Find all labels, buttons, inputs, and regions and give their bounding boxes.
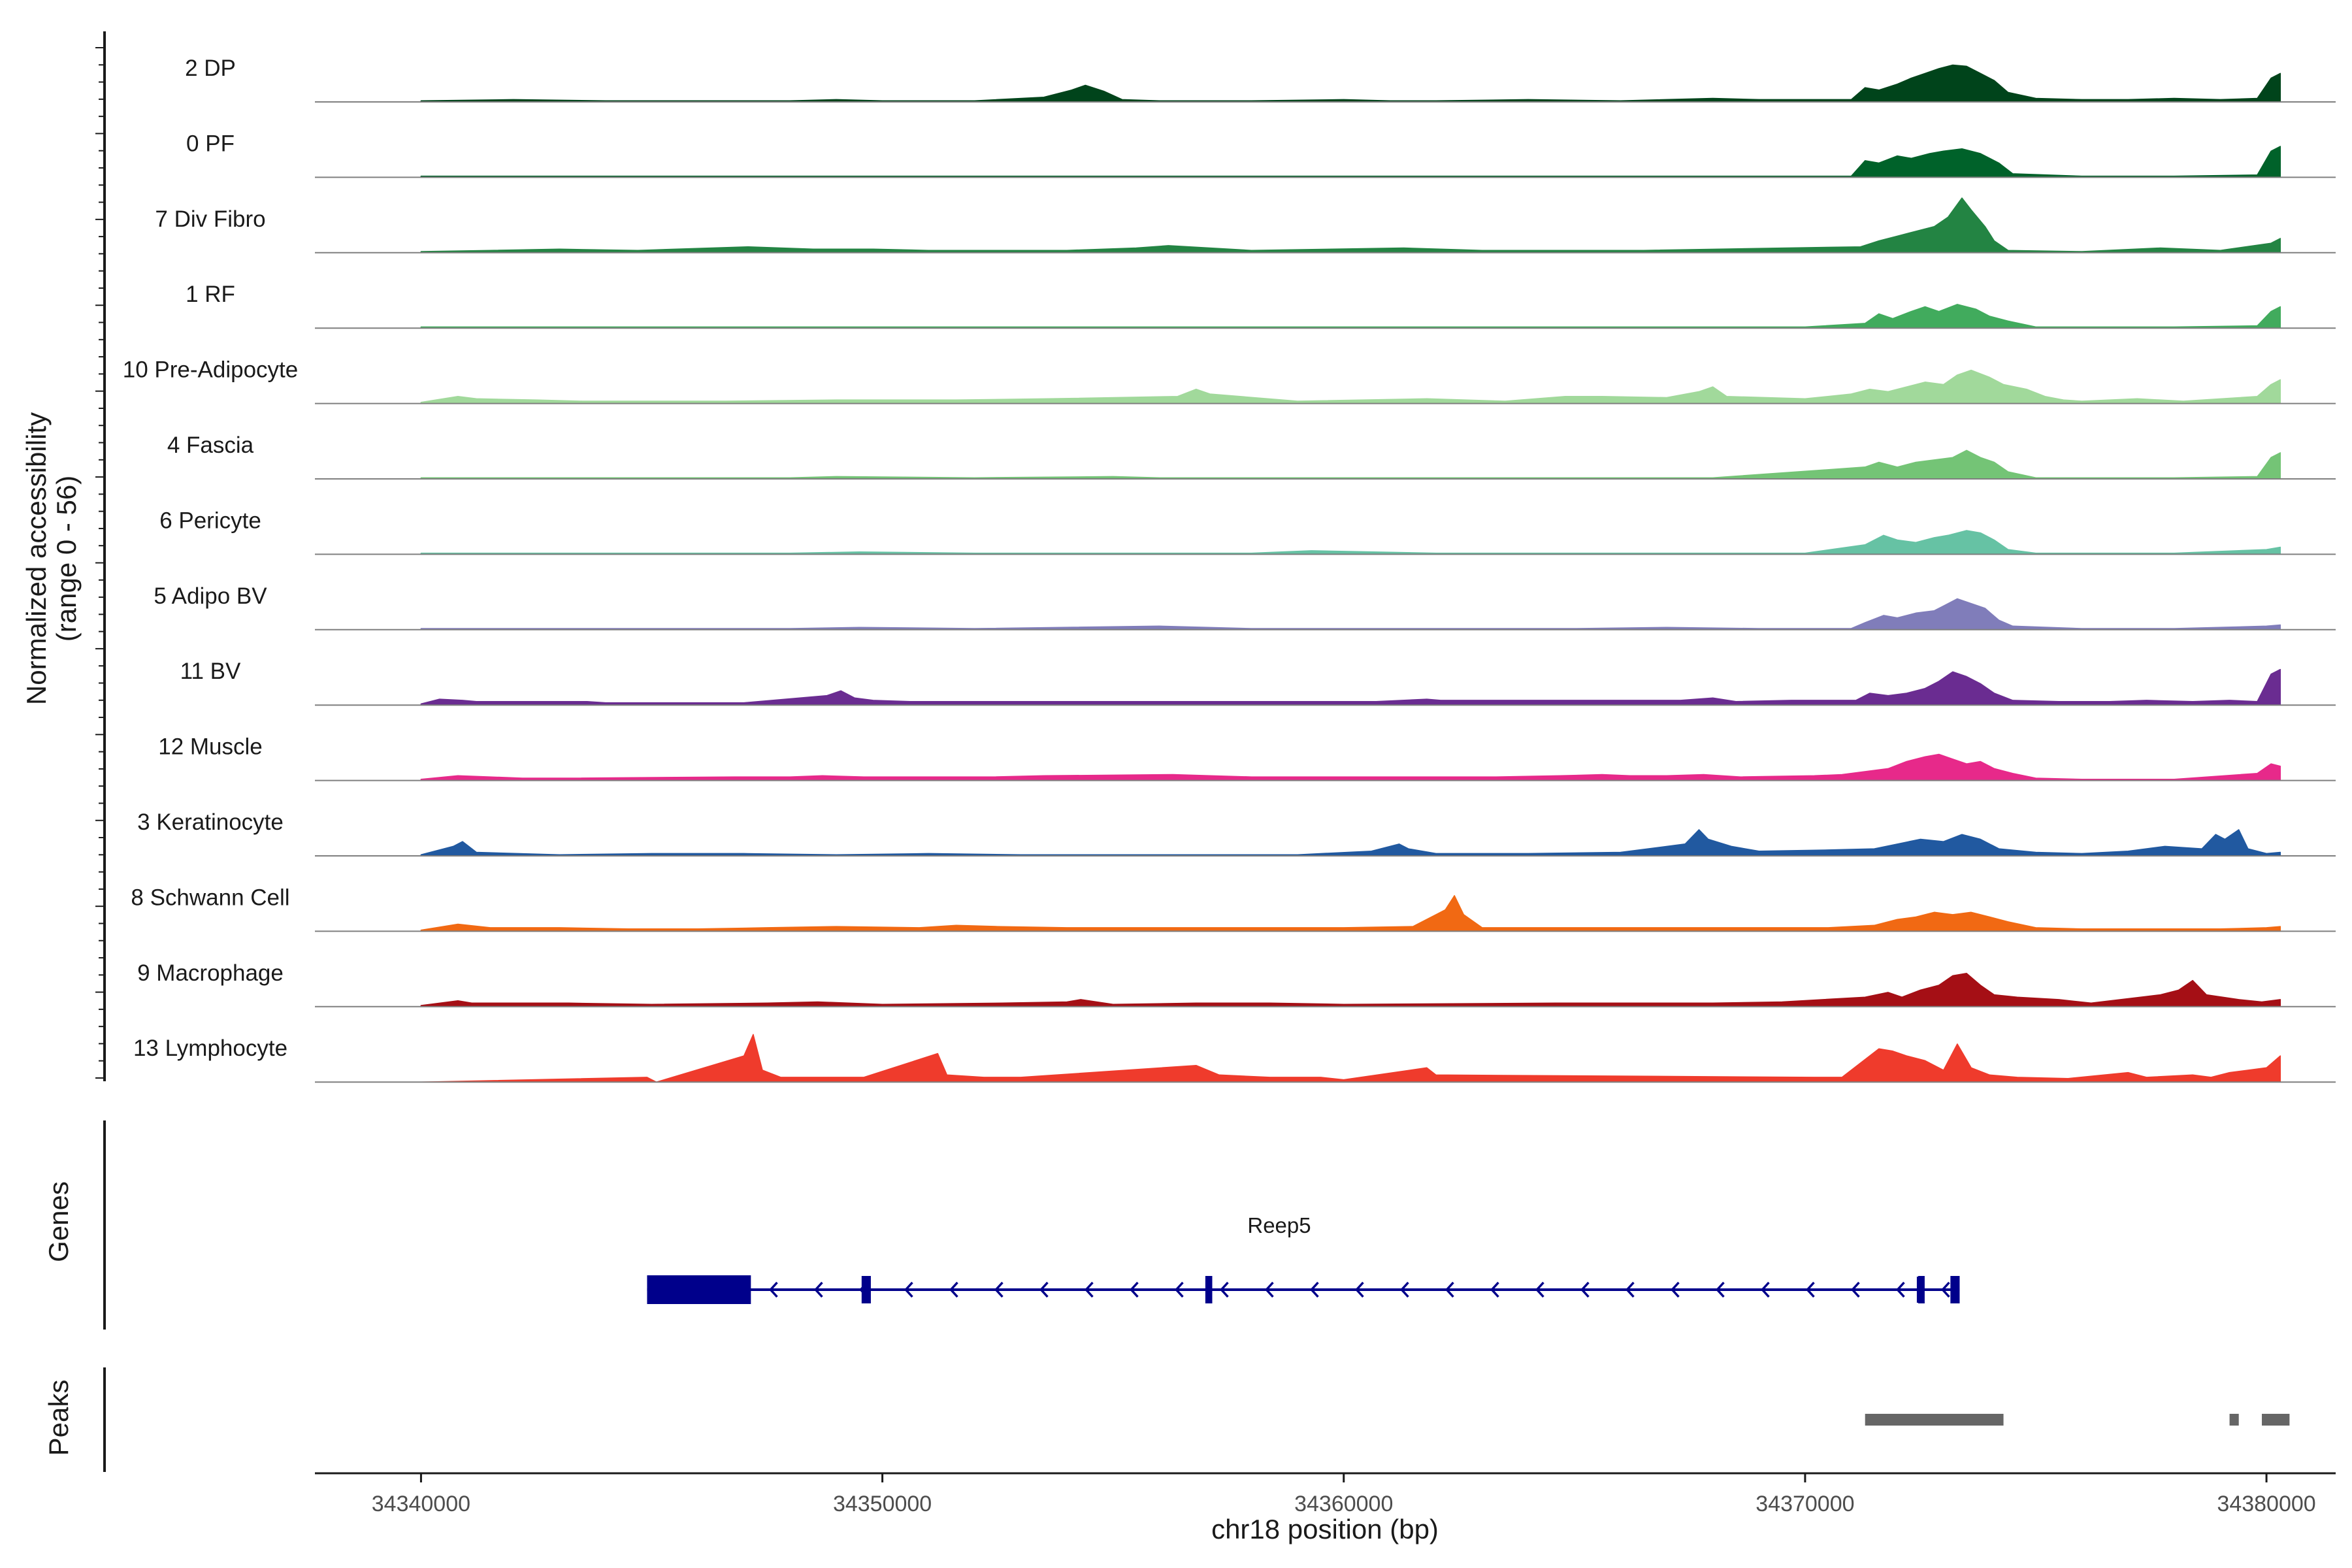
coverage-track: 8 Schwann Cell [131, 885, 2336, 932]
strand-chevron [1941, 1281, 1950, 1298]
coverage-track: 2 DP [185, 56, 2336, 103]
peak-region [2229, 1414, 2239, 1426]
strand-chevron [1175, 1281, 1184, 1298]
coverage-area [420, 1034, 2281, 1083]
track-label: 5 Adipo BV [154, 583, 267, 609]
x-axis-title: chr18 position (bp) [1211, 1514, 1439, 1544]
track-label: 6 Pericyte [159, 508, 261, 533]
gene-exon [1918, 1276, 1925, 1303]
strand-chevron [1039, 1281, 1049, 1298]
coverage-track: 1 RF [186, 282, 2336, 329]
coverage-track: 7 Div Fibro [155, 197, 2336, 253]
coverage-area [420, 753, 2281, 781]
coverage-area [420, 668, 2281, 706]
strand-chevron [1445, 1281, 1454, 1298]
track-label: 1 RF [186, 282, 235, 307]
x-tick-label: 34370000 [1756, 1492, 1854, 1516]
gene-label: Reep5 [1247, 1213, 1311, 1237]
coverage-track: 4 Fascia [167, 433, 2336, 480]
y-axis-title-line-1: Normalized accessibility [21, 412, 52, 705]
coverage-track: 10 Pre-Adipocyte [123, 357, 2336, 404]
coverage-area [420, 973, 2281, 1007]
track-label: 3 Keratinocyte [137, 809, 284, 835]
genes-panel-label: Genes [43, 1181, 74, 1262]
coverage-track: 6 Pericyte [159, 508, 2336, 555]
coverage-tracks: 2 DP 0 PF 7 Div Fibro 1 RF 10 Pre-Adipocyte 4… [123, 56, 2336, 1083]
peaks-panel [1865, 1414, 2290, 1426]
track-label: 12 Muscle [158, 734, 263, 760]
strand-chevron [1580, 1281, 1590, 1298]
axes-layer: 34340000 34350000 34360000 34370000 34380000 [95, 31, 2336, 1516]
coverage-area [420, 829, 2281, 857]
coverage-track: 12 Muscle [158, 734, 2336, 781]
strand-chevron [1535, 1281, 1544, 1298]
track-label: 0 PF [186, 131, 235, 156]
strand-chevron [1265, 1281, 1274, 1298]
coverage-area [420, 895, 2281, 932]
strand-chevron [1310, 1281, 1319, 1298]
coverage-track: 5 Adipo BV [154, 583, 2336, 630]
coverage-track: 3 Keratinocyte [137, 809, 2336, 857]
strand-chevron [814, 1281, 823, 1298]
coverage-track: 13 Lymphocyte [133, 1034, 2336, 1083]
strand-chevron [1085, 1281, 1094, 1298]
strand-chevron [1490, 1281, 1499, 1298]
peak-region [1865, 1414, 2004, 1426]
coverage-area [420, 449, 2281, 480]
coverage-area [420, 530, 2281, 555]
coverage-area [420, 64, 2281, 103]
track-label: 7 Div Fibro [155, 206, 265, 232]
track-label: 8 Schwann Cell [131, 885, 289, 910]
strand-chevron [1625, 1281, 1635, 1298]
strand-chevron [1716, 1281, 1725, 1298]
coverage-area [420, 146, 2281, 178]
coverage-area [420, 598, 2281, 630]
gene-exon [861, 1276, 871, 1303]
x-tick-label: 34340000 [372, 1492, 470, 1516]
track-label: 11 BV [180, 659, 241, 684]
strand-chevron [904, 1281, 913, 1298]
track-label: 2 DP [185, 56, 236, 81]
gene-panel [647, 1275, 1960, 1304]
strand-chevron [1851, 1281, 1860, 1298]
strand-chevron [1806, 1281, 1815, 1298]
track-label: 9 Macrophage [137, 960, 284, 986]
track-label: 4 Fascia [167, 433, 254, 458]
track-label: 10 Pre-Adipocyte [123, 357, 298, 383]
strand-chevron [1896, 1281, 1905, 1298]
strand-chevron [1400, 1281, 1409, 1298]
x-tick-label: 34360000 [1294, 1492, 1393, 1516]
peak-region [2262, 1414, 2290, 1426]
gene-exon [1205, 1276, 1213, 1303]
strand-chevron [949, 1281, 958, 1298]
strand-chevron [1761, 1281, 1770, 1298]
x-tick-label: 34350000 [833, 1492, 932, 1516]
strand-chevron [994, 1281, 1004, 1298]
strand-chevron [1671, 1281, 1680, 1298]
strand-chevron [769, 1281, 778, 1298]
y-axis-title-line-2: (range 0 - 56) [51, 476, 82, 642]
gene-exon [1950, 1276, 1960, 1303]
peaks-panel-label: Peaks [43, 1380, 74, 1456]
strand-chevron [1220, 1281, 1229, 1298]
coverage-track: 9 Macrophage [137, 960, 2336, 1007]
strand-chevron [1130, 1281, 1139, 1298]
track-label: 13 Lymphocyte [133, 1036, 287, 1061]
coverage-track: 11 BV [180, 659, 2336, 706]
coverage-track: 0 PF [186, 131, 2336, 178]
coverage-area [420, 197, 2281, 253]
coverage-area [420, 369, 2281, 404]
x-tick-label: 34380000 [2217, 1492, 2315, 1516]
coverage-area [420, 304, 2281, 329]
gene-exon [647, 1275, 751, 1304]
strand-chevron [1355, 1281, 1364, 1298]
